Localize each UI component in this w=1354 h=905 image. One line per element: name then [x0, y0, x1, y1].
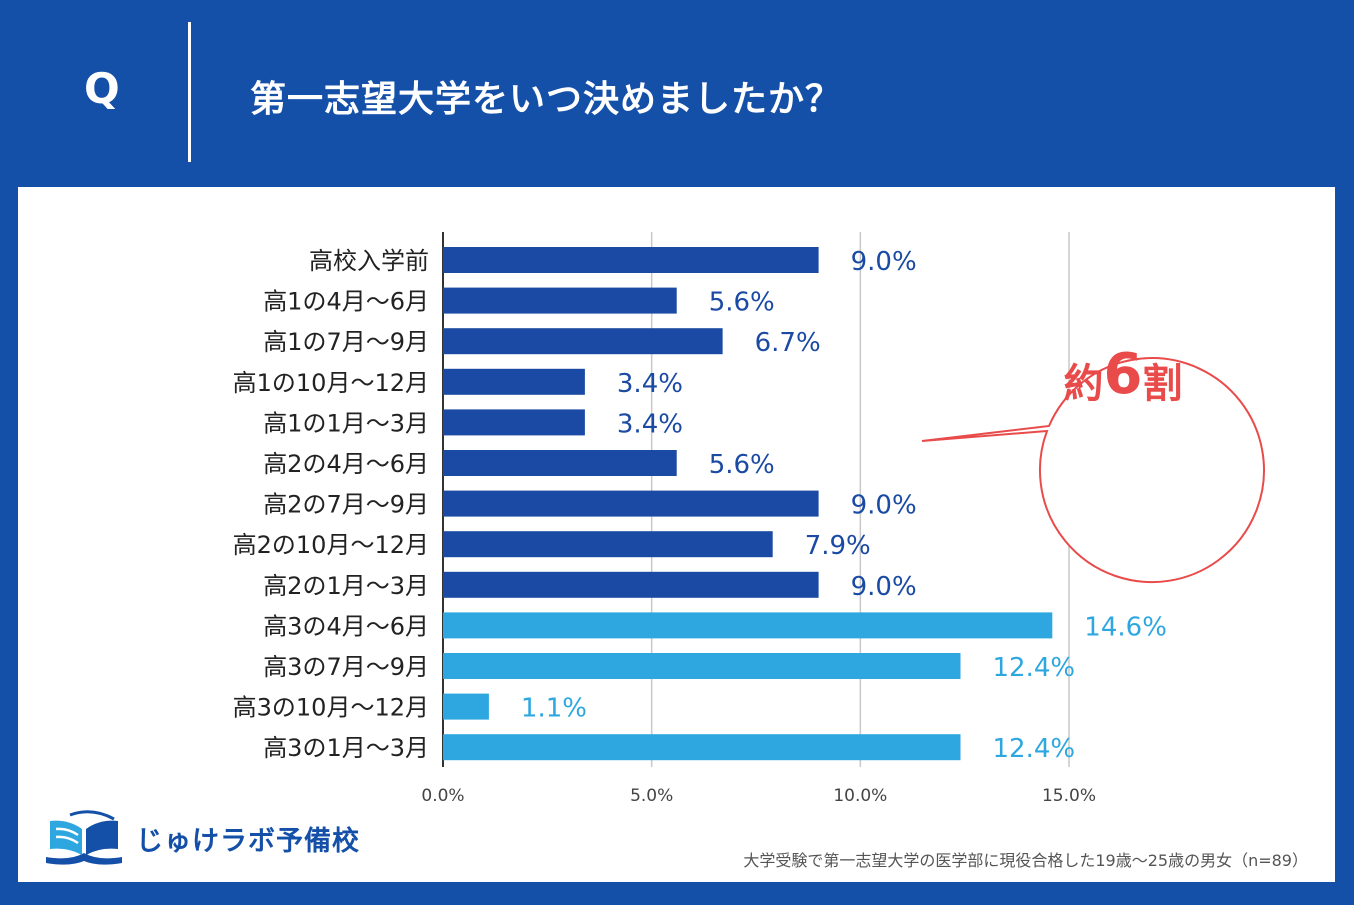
callout-prefix: 約 [1064, 361, 1104, 407]
category-labels: 高校入学前高1の4月～6月高1の7月～9月高1の10月～12月高1の1月～3月高… [233, 247, 429, 762]
category-label: 高1の4月～6月 [263, 288, 429, 316]
category-label: 高3の7月～9月 [263, 653, 429, 681]
x-tick-label: 15.0% [1042, 786, 1096, 806]
callout-bubble: 約6割 [921, 342, 1265, 584]
category-label: 高2の4月～6月 [263, 450, 429, 478]
bar [443, 693, 489, 720]
x-axis-ticks: 0.0% 5.0% 10.0% 15.0% [421, 786, 1096, 806]
bar [443, 612, 1053, 639]
bar [443, 734, 961, 761]
value-label: 9.0% [851, 491, 917, 521]
category-label: 高2の1月～3月 [263, 572, 429, 600]
category-label: 高2の7月～9月 [263, 491, 429, 519]
value-label: 9.0% [851, 572, 917, 602]
x-tick-label: 5.0% [630, 786, 673, 806]
brand-logo: じゅけラボ予備校 [40, 808, 360, 868]
bar [443, 571, 819, 598]
x-tick-label: 0.0% [421, 786, 464, 806]
category-label: 高3の10月～12月 [233, 694, 429, 722]
bar [443, 368, 585, 395]
value-label: 12.4% [992, 653, 1075, 683]
value-label: 7.9% [805, 531, 871, 561]
bar-chart: 高校入学前高1の4月～6月高1の7月～9月高1の10月～12月高1の1月～3月高… [233, 232, 1265, 806]
bar [443, 450, 677, 476]
callout-bubble-shape [921, 357, 1265, 584]
category-label: 高1の10月～12月 [233, 369, 429, 397]
value-label: 6.7% [755, 328, 821, 358]
value-labels: 9.0% 5.6% 6.7% 3.4% 3.4% 5.6% 9.0% 7.9% 9.0% 14.6… [521, 247, 1167, 764]
bar [443, 409, 585, 436]
bar [443, 490, 819, 517]
category-label: 高3の1月～3月 [263, 734, 429, 762]
value-label: 9.0% [851, 247, 917, 277]
header-divider [188, 22, 191, 162]
chart-panel: 高校入学前 高1の4月～6月 高1の7月～9月 高1の10月～12月 高1の1月～3月高… [18, 187, 1335, 882]
category-label: 高2の10月～12月 [233, 531, 429, 559]
x-tick-label: 10.0% [833, 786, 887, 806]
value-label: 12.4% [992, 734, 1075, 764]
value-label: 5.6% [709, 288, 775, 318]
bar [443, 653, 961, 679]
category-label: 高1の7月～9月 [263, 328, 429, 356]
callout-text: 約6割 [1064, 342, 1183, 407]
open-book-icon [46, 810, 122, 865]
category-label: 高校入学前 [309, 247, 429, 275]
category-label: 高1の1月～3月 [263, 409, 429, 437]
brand-name: じゅけラボ予備校 [136, 825, 360, 857]
bar [443, 247, 819, 273]
bar [443, 287, 677, 314]
callout-number: 6 [1104, 342, 1143, 407]
bar [443, 328, 723, 355]
question-title: 第一志望大学をいつ決めましたか？ [250, 79, 843, 120]
category-label: 高3の4月～6月 [263, 612, 429, 640]
question-marker: Q [84, 64, 120, 113]
value-label: 3.4% [617, 369, 683, 399]
callout-suffix: 割 [1142, 361, 1182, 407]
value-label: 5.6% [709, 450, 775, 480]
value-label: 1.1% [521, 694, 587, 724]
value-label: 3.4% [617, 409, 683, 439]
bar [443, 531, 773, 558]
bars [443, 247, 1053, 761]
value-label: 14.6% [1084, 612, 1167, 642]
survey-footnote: 大学受験で第一志望大学の医学部に現役合格した19歳～25歳の男女（n=89） [743, 851, 1308, 870]
